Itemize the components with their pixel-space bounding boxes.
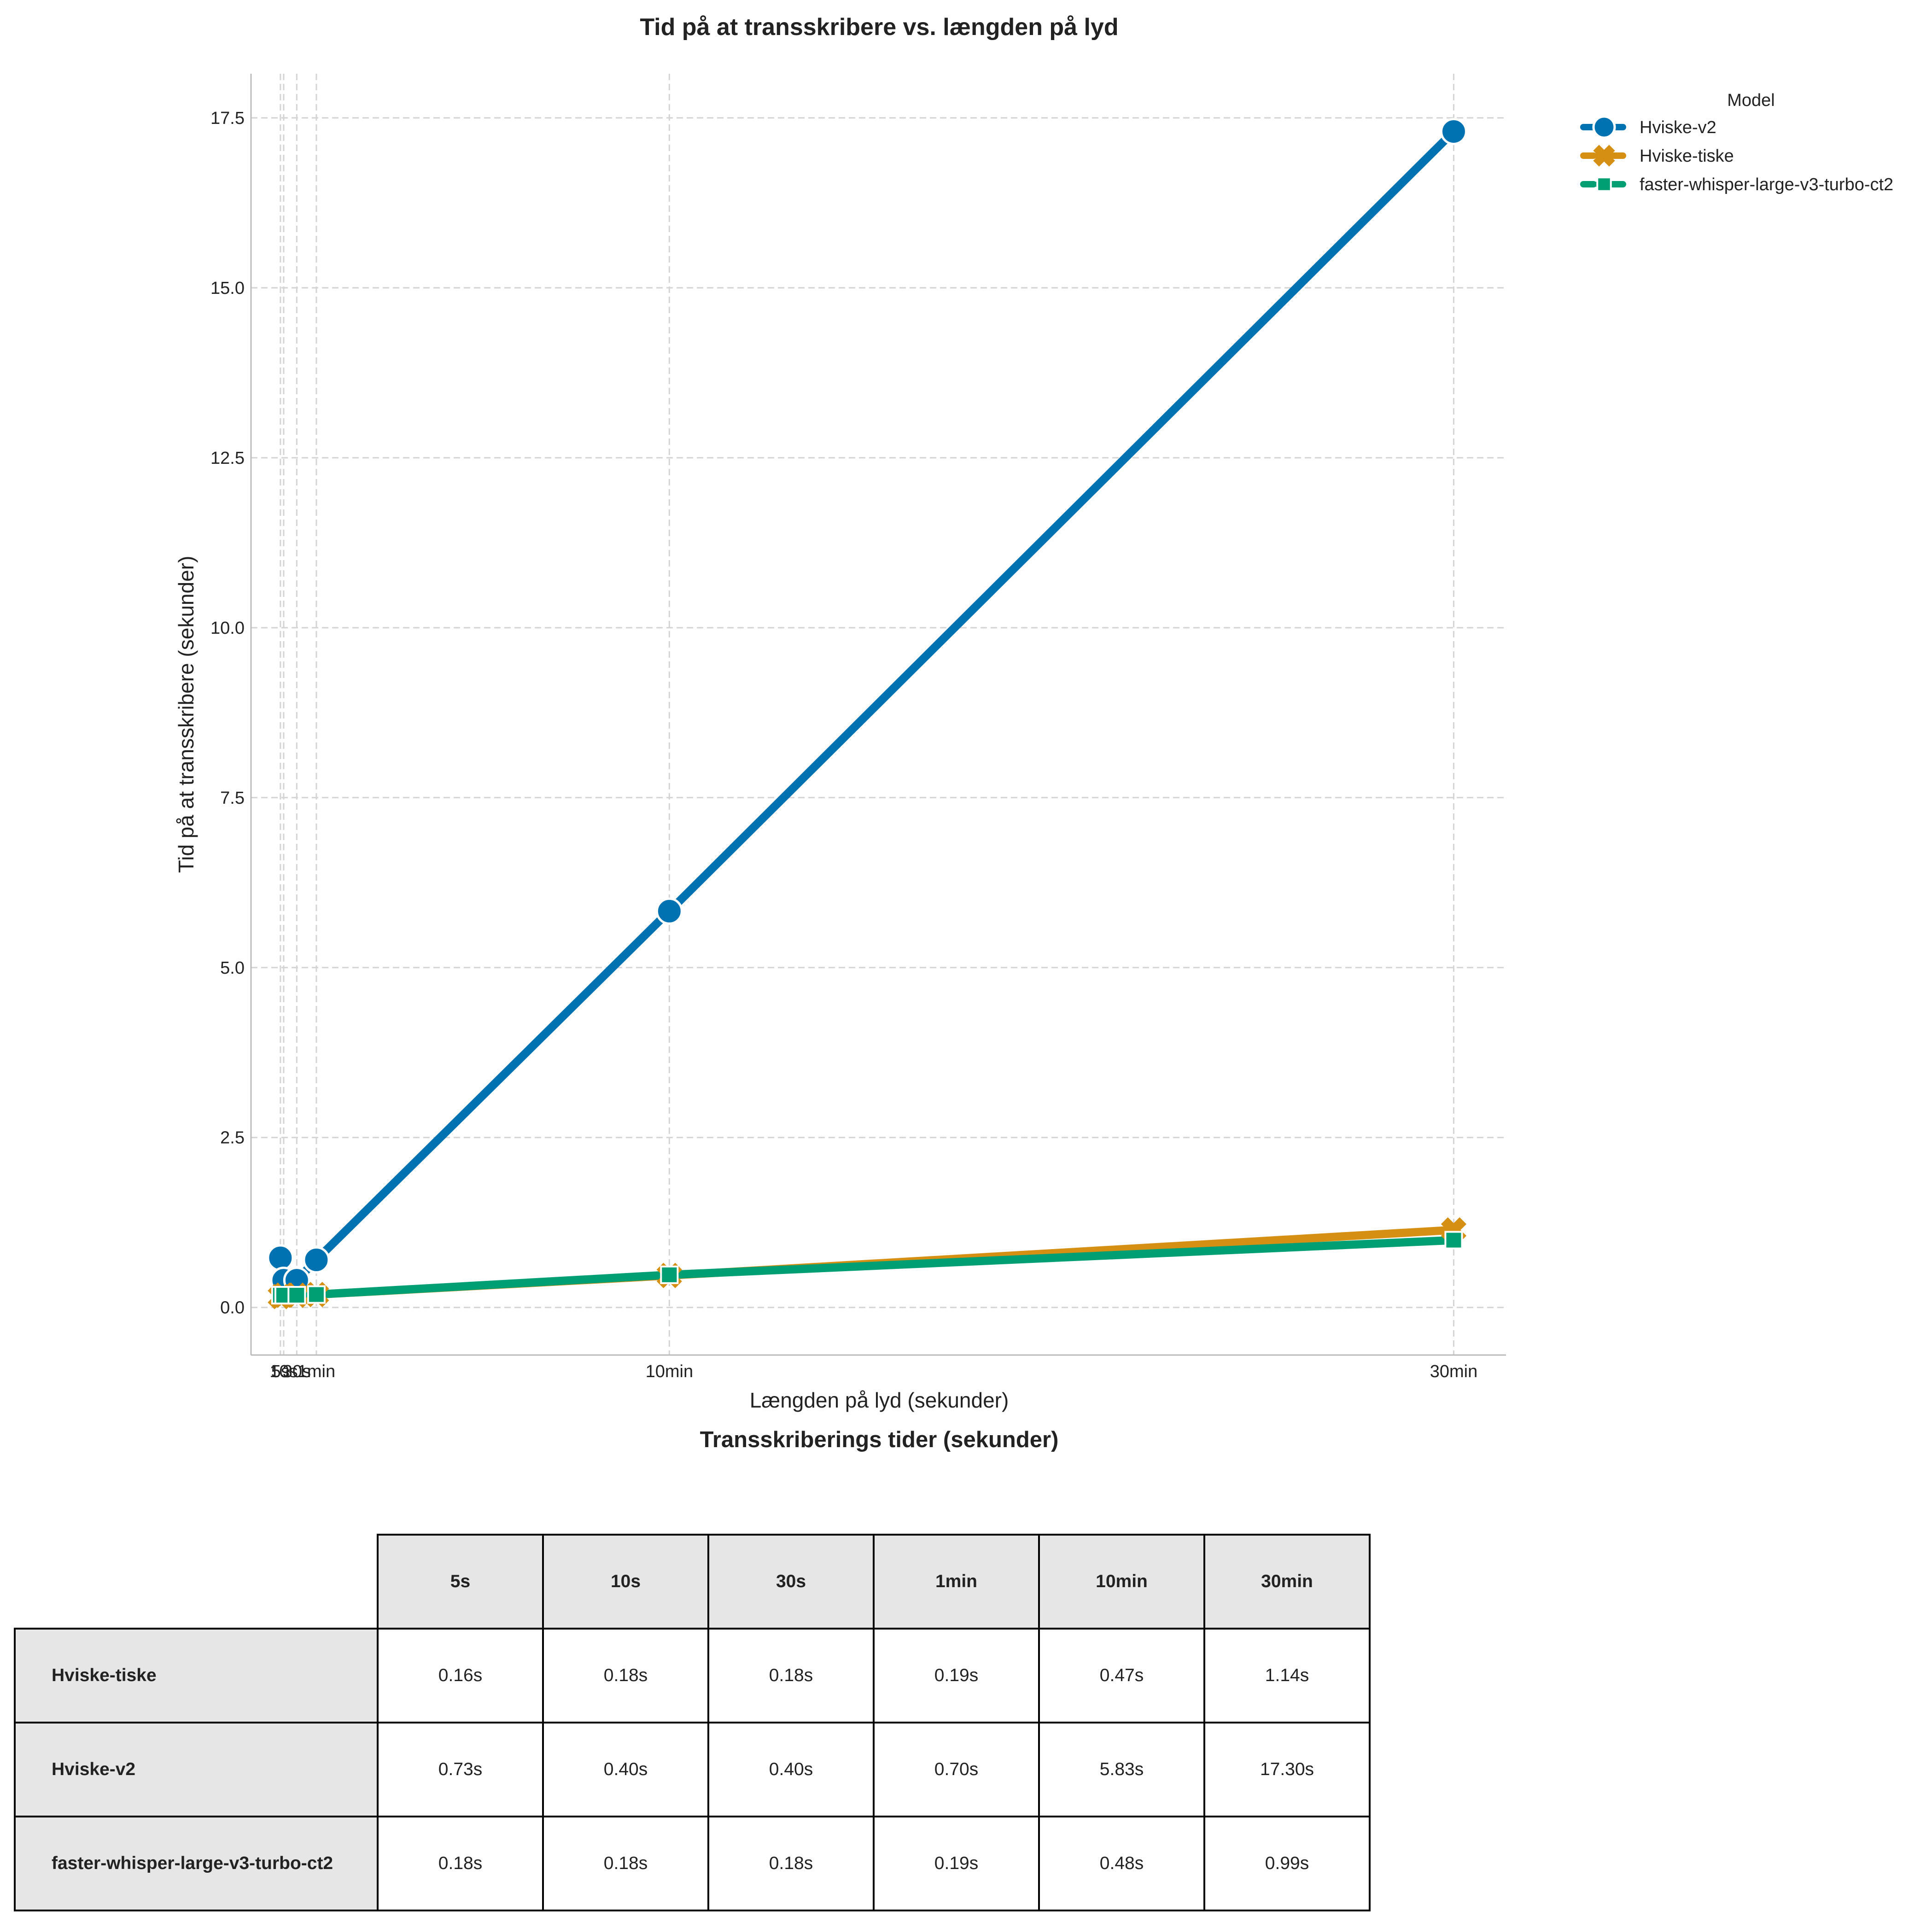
col-header: 10s <box>542 1534 709 1630</box>
x-tick-label: 10s <box>269 1362 298 1381</box>
table-cell: 0.18s <box>542 1816 709 1911</box>
x-tick-label: 1min <box>298 1362 335 1381</box>
series-lines <box>267 117 1467 1309</box>
y-tick-label: 2.5 <box>220 1128 245 1148</box>
table-cell: 0.47s <box>1038 1628 1205 1723</box>
series-line <box>276 127 1458 1285</box>
legend-marker <box>1593 145 1615 167</box>
table-row: Hviske-tiske 0.16s 0.18s 0.18s 0.19s 0.4… <box>14 1628 1371 1723</box>
table-cell: 0.40s <box>542 1722 709 1817</box>
chart-title: Tid på at transskribere vs. længden på l… <box>640 14 1118 41</box>
y-tick-label: 15.0 <box>210 279 245 298</box>
x-tick-label: 30s <box>283 1362 311 1381</box>
table-cell: 0.18s <box>542 1628 709 1723</box>
data-point <box>267 1244 294 1272</box>
legend-label: Hviske-tiske <box>1640 146 1734 166</box>
y-axis-label: Tid på at transskribere (sekunder) <box>174 556 198 873</box>
transcription-time-chart: Tid på at transskribere vs. længden på l… <box>174 14 1893 1412</box>
legend-label: Hviske-v2 <box>1640 118 1716 137</box>
data-point <box>287 1286 306 1305</box>
y-tick-label: 5.0 <box>220 958 245 978</box>
transcription-times-table: 5s 10s 30s 1min 10min 30min Hviske-tiske… <box>14 1534 1371 1911</box>
table-cell: 0.19s <box>873 1628 1040 1723</box>
table-cell: 0.99s <box>1203 1816 1371 1911</box>
data-point <box>1444 1231 1463 1250</box>
col-header: 10min <box>1038 1534 1205 1630</box>
data-point <box>660 1265 679 1284</box>
legend-label: faster-whisper-large-v3-turbo-ct2 <box>1640 175 1893 194</box>
legend-title: Model <box>1727 91 1775 110</box>
table-cell: 0.18s <box>707 1628 875 1723</box>
table-cell: 0.73s <box>377 1722 544 1817</box>
col-header: 1min <box>873 1534 1040 1630</box>
row-header: Hviske-v2 <box>14 1722 379 1817</box>
data-point <box>655 897 683 925</box>
table-cell: 0.48s <box>1038 1816 1205 1911</box>
y-tick-label: 10.0 <box>210 619 245 638</box>
row-header: faster-whisper-large-v3-turbo-ct2 <box>14 1816 379 1911</box>
legend-marker <box>1592 115 1616 139</box>
table-cell: 0.16s <box>377 1628 544 1723</box>
x-tick-label: 30min <box>1430 1362 1478 1381</box>
table-cell: 0.18s <box>707 1816 875 1911</box>
table-row: faster-whisper-large-v3-turbo-ct2 0.18s … <box>14 1816 1371 1911</box>
table-cell: 0.18s <box>377 1816 544 1911</box>
legend-marker <box>1596 176 1612 192</box>
x-tick-label: 5s <box>271 1362 290 1381</box>
y-tick-labels: 0.0 2.5 5.0 7.5 10.0 12.5 15.0 17.5 <box>210 109 245 1318</box>
series-line <box>276 1236 1458 1300</box>
y-tick-label: 7.5 <box>220 789 245 808</box>
y-tick-label: 12.5 <box>210 449 245 468</box>
y-tick-label: 17.5 <box>210 109 245 128</box>
table-cell: 0.19s <box>873 1816 1040 1911</box>
legend: Model Hviske-v2 Hviske-tiske faster-whispe… <box>1580 91 1893 194</box>
table-title: Transskriberings tider (sekunder) <box>700 1427 1059 1452</box>
table-corner-cell <box>15 1535 378 1629</box>
y-tick-label: 0.0 <box>220 1298 245 1318</box>
col-header: 5s <box>377 1534 544 1630</box>
x-tick-label: 10min <box>646 1362 694 1381</box>
axes <box>250 74 1506 1356</box>
table-cell: 0.40s <box>707 1722 875 1817</box>
data-point <box>1440 117 1467 145</box>
row-header: Hviske-tiske <box>14 1628 379 1723</box>
table-cell: 1.14s <box>1203 1628 1371 1723</box>
col-header: 30s <box>707 1534 875 1630</box>
table-cell: 0.70s <box>873 1722 1040 1817</box>
table-cell: 5.83s <box>1038 1722 1205 1817</box>
table-header-row: 5s 10s 30s 1min 10min 30min <box>15 1534 1371 1630</box>
table-row: Hviske-v2 0.73s 0.40s 0.40s 0.70s 5.83s … <box>14 1722 1371 1817</box>
data-point <box>307 1285 326 1304</box>
x-axis-label: Længden på lyd (sekunder) <box>750 1388 1009 1412</box>
data-point <box>303 1246 330 1274</box>
table-cell: 17.30s <box>1203 1722 1371 1817</box>
col-header: 30min <box>1203 1534 1371 1630</box>
